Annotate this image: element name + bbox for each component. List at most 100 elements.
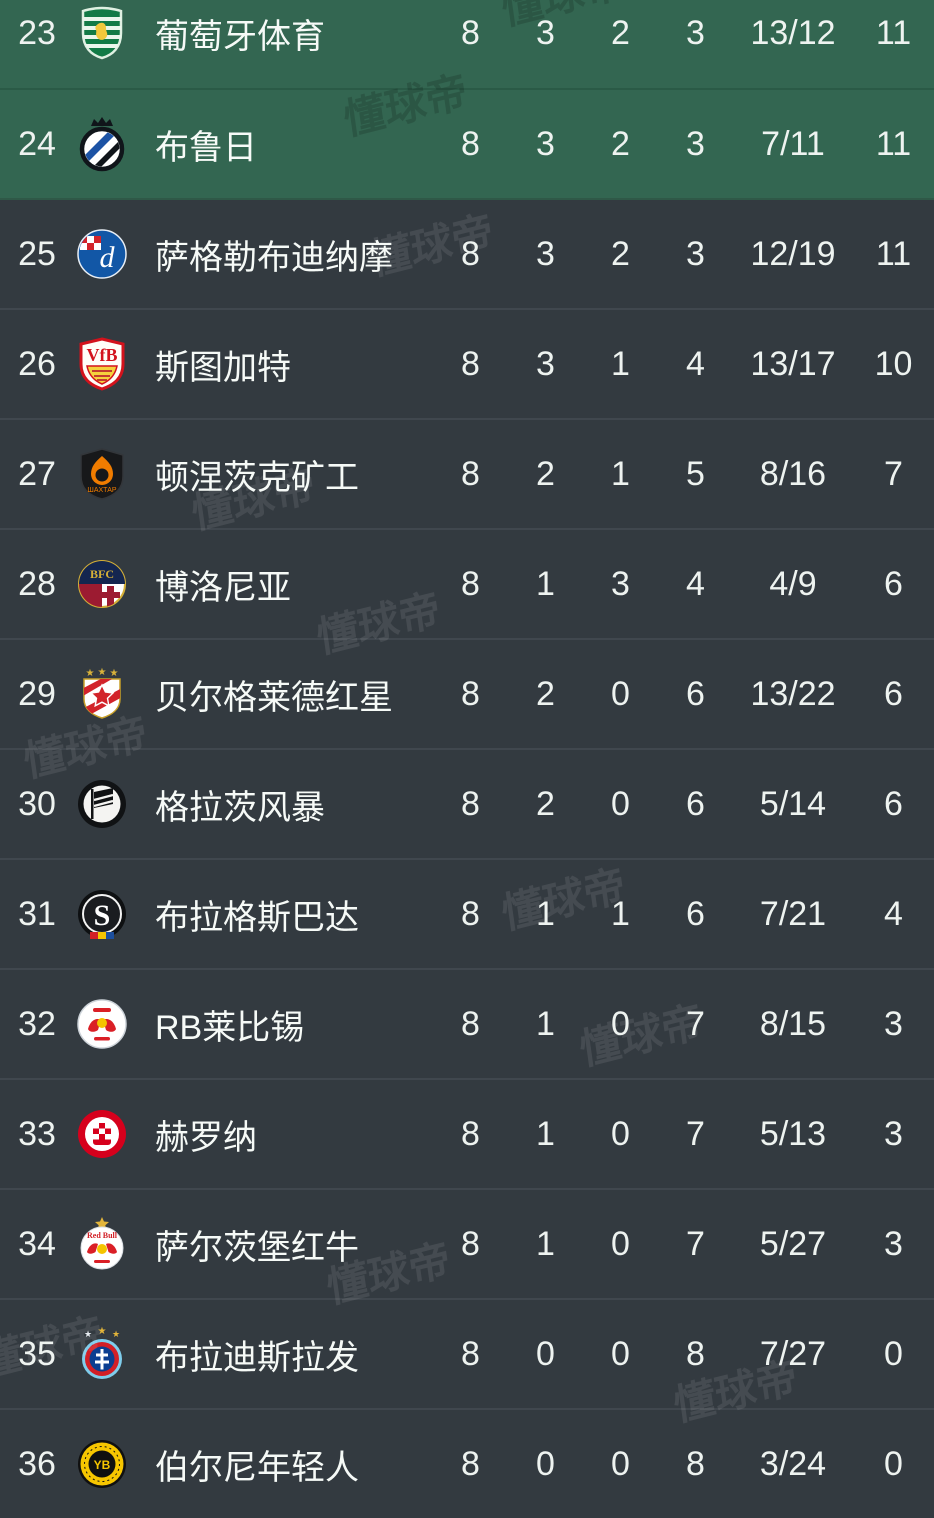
stat-won: 2 [536,454,555,493]
stat-goals: 12/19 [750,234,836,273]
table-row[interactable]: 32 RB莱比锡 8 1 0 7 8/15 3 [0,968,934,1078]
stat-points: 10 [874,344,913,383]
stat-won: 0 [536,1334,555,1373]
svg-text:ШАХТАР: ШАХТАР [87,487,116,494]
stat-played: 8 [461,1444,480,1483]
stat-points: 6 [884,564,903,603]
stat-goals: 13/12 [750,13,836,52]
rank-number: 31 [18,894,56,933]
svg-text:YB: YB [94,1458,111,1472]
stat-points: 0 [884,1444,903,1483]
stat-points: 0 [884,1334,903,1373]
stat-points: 11 [875,13,912,52]
stat-drawn: 0 [611,1224,630,1263]
svg-text:Red Bull: Red Bull [87,1231,118,1240]
rank-number: 27 [18,454,56,493]
team-name: RB莱比锡 [155,1008,305,1047]
stat-drawn: 3 [611,564,630,603]
team-name: 赫罗纳 [155,1118,257,1157]
stat-won: 0 [536,1444,555,1483]
stat-drawn: 0 [611,784,630,823]
rank-number: 34 [18,1224,56,1263]
table-row[interactable]: 29 ★ ★ ★ 贝尔格莱德红星 8 2 0 6 13/22 6 [0,638,934,748]
stat-played: 8 [461,674,480,713]
stat-played: 8 [461,894,480,933]
stat-drawn: 2 [611,13,630,52]
stat-won: 1 [536,894,555,933]
team-logo-bologna: BFC [74,556,130,612]
table-row[interactable]: 23 葡萄牙体育 8 3 2 3 13/12 11 [0,0,934,88]
team-name: 布鲁日 [155,128,257,167]
table-row[interactable]: 26 VfB 斯图加特 8 3 1 4 13/17 10 [0,308,934,418]
team-logo-young-boys: YB [74,1436,130,1492]
team-name: 布拉迪斯拉发 [155,1338,359,1377]
stat-lost: 7 [686,1114,705,1153]
stat-played: 8 [461,1114,480,1153]
rank-number: 23 [18,13,56,52]
table-row[interactable]: 27 ШАХТАР 顿涅茨克矿工 8 2 1 5 8/16 7 [0,418,934,528]
stat-won: 1 [536,1224,555,1263]
team-logo-sporting-cp [74,5,130,61]
table-row[interactable]: 28 BFC 博洛尼亚 8 1 3 4 4/9 6 [0,528,934,638]
rank-number: 25 [18,234,56,273]
stat-goals: 13/17 [750,344,836,383]
stat-lost: 3 [686,124,705,163]
stat-lost: 3 [686,13,705,52]
stat-points: 4 [884,894,903,933]
stat-played: 8 [461,124,480,163]
stat-goals: 5/13 [759,1114,827,1153]
stat-drawn: 0 [611,1114,630,1153]
table-row[interactable]: 33 赫罗纳 8 1 0 7 5/13 3 [0,1078,934,1188]
stat-played: 8 [461,1224,480,1263]
svg-text:S: S [94,899,111,932]
stat-lost: 5 [686,454,705,493]
stat-goals: 8/16 [759,454,827,493]
stat-goals: 8/15 [759,1004,827,1043]
stat-lost: 7 [686,1224,705,1263]
stat-points: 3 [884,1114,903,1153]
stat-won: 3 [536,124,555,163]
svg-text:BFC: BFC [90,567,114,581]
table-row[interactable]: 30 格拉茨风暴 8 2 0 6 5/14 6 [0,748,934,858]
stat-points: 6 [884,784,903,823]
stat-won: 3 [536,13,555,52]
stat-points: 11 [875,124,912,163]
team-logo-dinamo-zagreb: d [74,226,130,282]
team-logo-sturm-graz [74,776,130,832]
stat-lost: 4 [686,344,705,383]
table-row[interactable]: 35 ★ ★ ★ 布拉迪斯拉发 8 0 0 8 7/27 0 [0,1298,934,1408]
stat-points: 3 [884,1224,903,1263]
stat-drawn: 2 [611,234,630,273]
stat-goals: 13/22 [750,674,836,713]
rank-number: 36 [18,1444,56,1483]
table-row[interactable]: 25 d 萨格勒布迪纳摩 8 3 2 3 12/19 11 [0,198,934,308]
stat-lost: 3 [686,234,705,273]
stat-played: 8 [461,1004,480,1043]
stat-lost: 4 [686,564,705,603]
stat-drawn: 2 [611,124,630,163]
table-row[interactable]: 31 S 布拉格斯巴达 8 1 1 6 7/21 4 [0,858,934,968]
rank-number: 32 [18,1004,56,1043]
table-row[interactable]: 36 YB 伯尔尼年轻人 8 0 0 8 3/24 0 [0,1408,934,1518]
stat-drawn: 0 [611,1004,630,1043]
stat-won: 2 [536,674,555,713]
team-logo-rb-leipzig [74,996,130,1052]
stat-goals: 5/14 [759,784,827,823]
table-row[interactable]: 34 Red Bull 萨尔茨堡红牛 8 1 0 7 5/27 3 [0,1188,934,1298]
stat-played: 8 [461,234,480,273]
table-row[interactable]: 24 布鲁日 8 3 2 3 7/11 11 [0,88,934,198]
stat-lost: 6 [686,674,705,713]
stat-played: 8 [461,784,480,823]
team-name: 博洛尼亚 [155,568,291,607]
svg-text:★: ★ [110,668,119,679]
stat-lost: 6 [686,784,705,823]
team-name: 萨尔茨堡红牛 [155,1228,359,1267]
stat-lost: 6 [686,894,705,933]
team-name: 伯尔尼年轻人 [155,1448,359,1487]
svg-text:★: ★ [112,1329,120,1339]
stat-points: 11 [875,234,912,273]
team-logo-stuttgart: VfB [74,336,130,392]
stat-won: 3 [536,344,555,383]
rank-number: 24 [18,124,56,163]
